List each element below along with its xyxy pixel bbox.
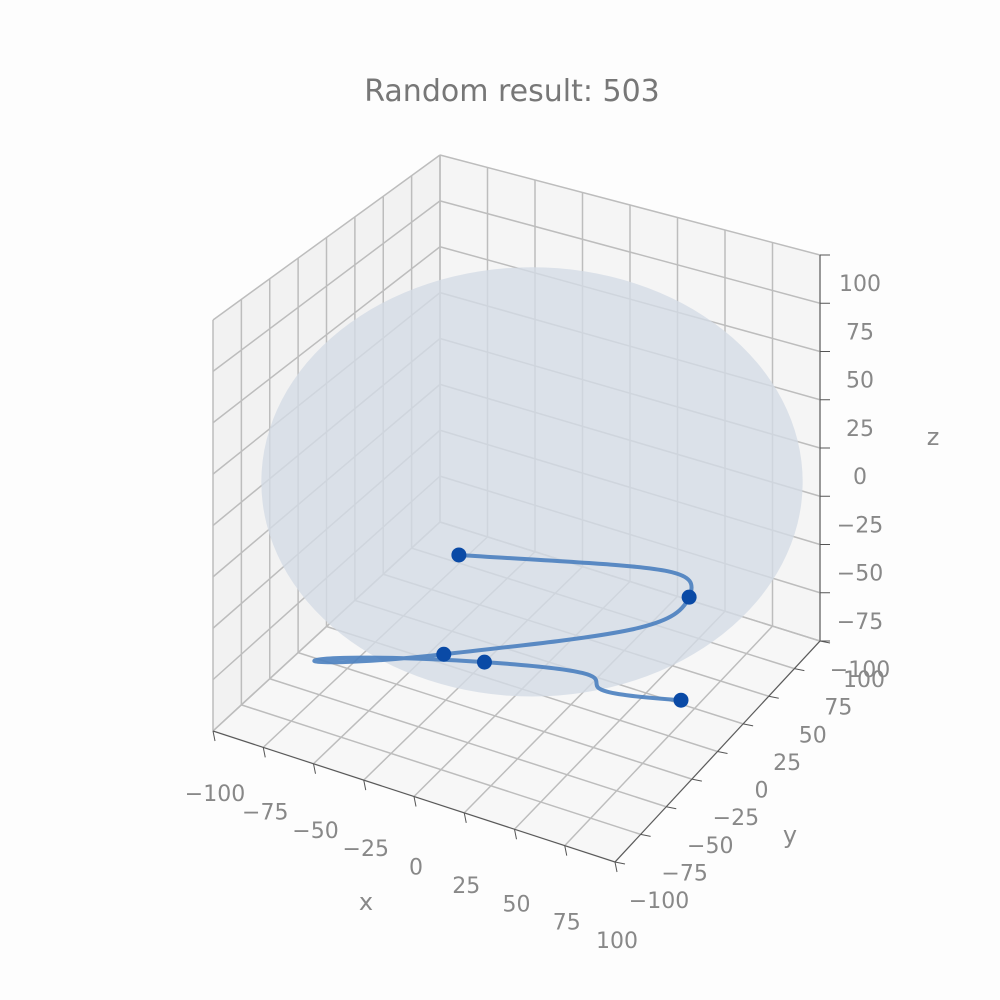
y-tick-label: 50: [799, 723, 827, 748]
y-tick-mark: [614, 861, 626, 865]
y-tick-label: 100: [843, 668, 885, 693]
y-axis-label: y: [783, 821, 797, 849]
grid-back-z: [439, 200, 821, 304]
grid-left-z: [212, 246, 441, 424]
y-tick-label: −50: [687, 834, 733, 859]
sphere: [261, 267, 803, 697]
data-point-2: [681, 589, 697, 605]
x-tick-label: −100: [185, 782, 245, 807]
z-tick-label: −75: [837, 610, 883, 635]
x-tick-mark: [463, 812, 467, 823]
y-tick-label: −100: [629, 889, 689, 914]
x-axis-label: x: [359, 888, 373, 916]
x-tick-label: −25: [343, 837, 389, 862]
y-tick-label: −25: [713, 806, 759, 831]
y-tick-mark: [743, 723, 754, 727]
data-point-3: [436, 646, 452, 662]
z-tick-label: 50: [846, 369, 874, 394]
x-tick-label: 0: [409, 856, 423, 881]
z-tick-label: −50: [837, 562, 883, 587]
z-tick-label: −25: [837, 513, 883, 538]
x-tick-label: 75: [553, 911, 581, 936]
z-tick-label: 25: [846, 417, 874, 442]
x-tick-mark: [564, 845, 568, 856]
z-tick-label: 0: [853, 465, 867, 490]
grid-left-z: [212, 154, 441, 321]
z-axis-label: z: [927, 423, 940, 451]
y-tick-label: −75: [661, 861, 707, 886]
grid-back-z: [439, 154, 821, 256]
trajectory-line: [312, 552, 694, 703]
data-point-5: [673, 692, 689, 708]
data-point-1: [451, 547, 467, 563]
z-tick-label: 75: [846, 320, 874, 345]
grid-left-z: [212, 200, 441, 372]
y-tick-mark: [768, 695, 779, 699]
x-tick-mark: [413, 796, 417, 807]
y-tick-mark: [794, 668, 805, 672]
x-tick-label: −75: [242, 800, 288, 825]
x-tick-mark: [212, 730, 216, 742]
x-tick-mark: [514, 829, 517, 840]
y-tick-mark: [640, 833, 651, 837]
y-tick-label: 75: [824, 696, 852, 721]
y-tick-mark: [691, 778, 702, 782]
x-tick-label: 25: [452, 874, 480, 899]
z-tick-label: 100: [839, 272, 881, 297]
tick-labels: −100−75−50−250255075100−100−75−50−250255…: [185, 254, 890, 954]
data-points: [436, 547, 697, 708]
x-tick-label: 50: [503, 892, 531, 917]
y-tick-label: 25: [773, 751, 801, 776]
y-tick-mark: [717, 751, 728, 754]
x-tick-label: 100: [596, 929, 638, 954]
x-tick-mark: [614, 861, 618, 873]
grid-floor-x: [564, 625, 774, 847]
chart-title: Random result: 503: [364, 74, 660, 109]
y-tick-label: 0: [755, 779, 769, 804]
x-tick-mark: [363, 780, 367, 791]
y-tick-mark: [666, 806, 677, 810]
x-tick-label: −50: [292, 819, 338, 844]
x-tick-mark: [313, 763, 316, 774]
data-point-4: [476, 654, 492, 670]
x-tick-mark: [262, 747, 266, 758]
z-tick-label: −100: [830, 658, 890, 683]
